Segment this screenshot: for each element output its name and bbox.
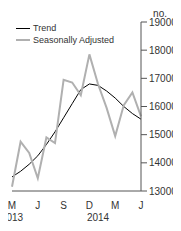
svg-text:17000: 17000 [149,73,173,84]
svg-text:13000: 13000 [149,186,173,197]
svg-text:J: J [139,200,144,211]
svg-text:14000: 14000 [149,157,173,168]
html-text:Trend: Trend [33,23,57,33]
svg-text:15000: 15000 [149,129,173,140]
svg-text:J: J [35,200,40,211]
html-text:Seasonally Adjusted: Seasonally Adjusted [33,35,115,45]
svg-text:2014: 2014 [87,212,110,223]
svg-text:M: M [111,200,119,211]
svg-text:D: D [86,200,93,211]
svg-text:18000: 18000 [149,45,173,56]
html-text:no.: no. [153,8,167,19]
svg-text:2013: 2013 [8,212,24,223]
svg-text:S: S [60,200,67,211]
svg-text:M: M [8,200,16,211]
svg-text:16000: 16000 [149,101,173,112]
